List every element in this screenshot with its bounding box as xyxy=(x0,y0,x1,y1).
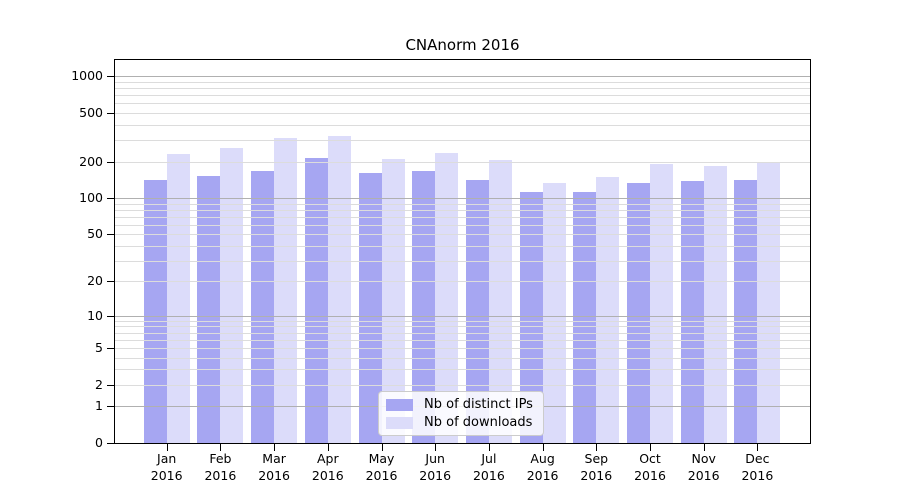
bar-distinct-ips-nov xyxy=(680,181,704,443)
y-tick-label-100: 100 xyxy=(79,190,103,205)
bar-distinct-ips-feb xyxy=(197,176,221,443)
y-tick-label-50: 50 xyxy=(87,226,103,242)
plot-area xyxy=(114,59,811,444)
bar-downloads-jan xyxy=(166,153,190,443)
bar-distinct-ips-jun xyxy=(412,171,436,443)
y-tick-1000 xyxy=(107,76,114,78)
y-tick-label-10: 10 xyxy=(87,307,103,323)
legend-entry-distinct-ips: Nb of distinct IPs xyxy=(386,397,536,412)
y-tick-2 xyxy=(107,384,114,386)
y-tick-5 xyxy=(107,347,114,349)
bar-distinct-ips-may xyxy=(358,173,382,443)
x-tick-label-jul: Jul 2016 xyxy=(472,451,505,483)
x-tick-label-jan: Jan 2016 xyxy=(150,451,183,483)
legend-entry-downloads: Nb of downloads xyxy=(386,415,536,430)
legend: Nb of distinct IPs Nb of downloads xyxy=(378,391,544,436)
x-tick-label-sep: Sep 2016 xyxy=(580,451,613,483)
x-tick-label-apr: Apr 2016 xyxy=(311,451,344,483)
y-tick-200 xyxy=(107,161,114,163)
x-tick-jul xyxy=(488,444,490,451)
x-tick-label-may: May 2016 xyxy=(365,451,398,483)
y-tick-500 xyxy=(107,113,114,114)
bar-downloads-oct xyxy=(650,163,673,443)
bar-distinct-ips-jul xyxy=(465,179,489,443)
x-tick-nov xyxy=(703,444,705,451)
x-tick-oct xyxy=(650,444,651,451)
x-tick-jun xyxy=(435,444,437,451)
bar-distinct-ips-sep xyxy=(573,191,597,443)
y-tick-0 xyxy=(107,443,114,444)
x-tick-aug xyxy=(542,444,544,451)
bar-downloads-apr xyxy=(327,136,351,443)
bar-downloads-nov xyxy=(703,166,727,443)
bar-downloads-sep xyxy=(596,177,620,443)
y-tick-10 xyxy=(107,315,114,317)
x-tick-sep xyxy=(596,444,598,451)
y-tick-label-1000: 1000 xyxy=(71,68,103,84)
bar-downloads-mar xyxy=(274,138,298,443)
y-tick-label-0: 0 xyxy=(95,435,103,450)
bar-distinct-ips-aug xyxy=(519,191,543,443)
y-tick-label-5: 5 xyxy=(95,339,103,355)
bars-layer xyxy=(115,60,810,443)
chart-title: CNAnorm 2016 xyxy=(405,36,520,54)
bar-downloads-feb xyxy=(220,148,244,443)
y-tick-50 xyxy=(107,234,114,236)
bar-distinct-ips-oct xyxy=(627,182,650,443)
x-tick-apr xyxy=(327,444,329,451)
x-tick-label-nov: Nov 2016 xyxy=(687,451,720,483)
y-tick-label-200: 200 xyxy=(79,153,103,169)
y-tick-label-1: 1 xyxy=(95,398,103,414)
x-tick-feb xyxy=(220,444,222,451)
bar-downloads-may xyxy=(381,158,405,443)
x-tick-jan xyxy=(166,444,168,451)
y-tick-1 xyxy=(107,406,114,408)
x-tick-may xyxy=(381,444,383,451)
y-tick-20 xyxy=(107,281,114,283)
y-tick-100 xyxy=(107,198,114,199)
x-tick-dec xyxy=(757,444,759,451)
bar-distinct-ips-mar xyxy=(251,171,275,443)
y-tick-label-2: 2 xyxy=(95,376,103,392)
x-tick-label-jun: Jun 2016 xyxy=(419,451,452,483)
y-tick-label-500: 500 xyxy=(79,105,103,120)
legend-label-distinct-ips: Nb of distinct IPs xyxy=(424,397,533,412)
bar-downloads-aug xyxy=(542,182,566,443)
x-tick-label-mar: Mar 2016 xyxy=(258,451,290,483)
bar-distinct-ips-apr xyxy=(304,157,328,443)
x-tick-label-feb: Feb 2016 xyxy=(204,451,237,483)
legend-swatch-distinct-ips xyxy=(386,398,413,411)
y-tick-label-20: 20 xyxy=(87,273,103,289)
bar-distinct-ips-dec xyxy=(734,180,758,443)
x-tick-label-aug: Aug 2016 xyxy=(526,451,559,483)
legend-label-downloads: Nb of downloads xyxy=(424,415,533,430)
x-tick-mar xyxy=(274,444,276,451)
x-tick-label-dec: Dec 2016 xyxy=(741,451,774,483)
bar-downloads-jul xyxy=(488,160,512,443)
x-tick-label-oct: Oct 2016 xyxy=(634,451,666,483)
bar-downloads-dec xyxy=(757,162,781,443)
legend-swatch-downloads xyxy=(386,416,413,429)
bar-distinct-ips-jan xyxy=(143,179,167,443)
